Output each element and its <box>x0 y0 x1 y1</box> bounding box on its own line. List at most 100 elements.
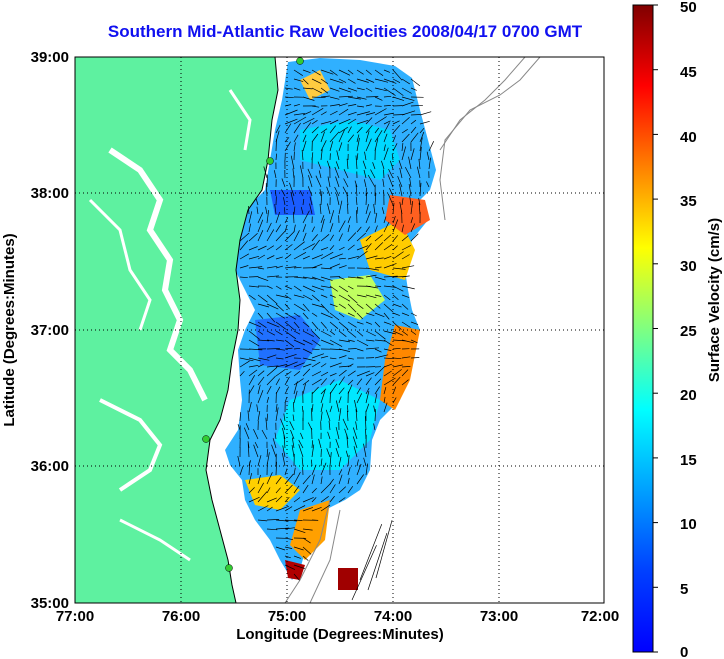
velocity-vector <box>257 230 264 242</box>
velocity-vector <box>248 364 259 368</box>
velocity-vector <box>257 376 265 386</box>
velocity-vector <box>374 393 378 404</box>
velocity-vector <box>311 386 319 395</box>
velocity-vector <box>329 312 340 321</box>
velocity-vector <box>311 87 323 94</box>
velocity-vector <box>283 197 286 206</box>
velocity-vector <box>302 224 307 233</box>
velocity-vector <box>365 211 371 224</box>
velocity-vector <box>284 312 297 320</box>
velocity-vector <box>352 436 358 449</box>
velocity-vector <box>311 294 320 302</box>
velocity-vector <box>311 312 318 317</box>
velocity-vector <box>383 133 388 143</box>
velocity-vector <box>302 339 313 345</box>
velocity-vector <box>284 506 293 512</box>
velocity-vector <box>355 155 358 170</box>
velocity-vector <box>266 385 272 395</box>
colorbar-tick-label: 45 <box>680 64 697 81</box>
velocity-vector <box>410 223 416 233</box>
velocity-vector <box>365 124 373 134</box>
velocity-vector <box>329 119 339 125</box>
velocity-vector <box>419 111 432 116</box>
colorbar-tick-label: 30 <box>680 258 697 275</box>
velocity-vector <box>356 134 360 143</box>
velocity-vector <box>374 321 381 328</box>
velocity-vector <box>320 215 325 224</box>
velocity-vector <box>338 78 347 83</box>
velocity-vector <box>317 161 322 170</box>
velocity-vector <box>392 294 399 301</box>
velocity-vector <box>336 150 340 161</box>
velocity-vector <box>311 440 314 449</box>
velocity-vector <box>284 527 295 530</box>
velocity-vector <box>338 220 346 233</box>
velocity-vector <box>392 96 405 101</box>
velocity-vector <box>346 405 349 413</box>
velocity-vector <box>388 168 394 179</box>
velocity-vector <box>383 69 391 73</box>
velocity-vector <box>239 370 245 377</box>
velocity-vector <box>374 234 383 242</box>
velocity-vector <box>363 457 367 467</box>
velocity-vector <box>266 222 272 233</box>
velocity-vector <box>302 321 310 328</box>
velocity-vector <box>401 265 415 269</box>
velocity-vector <box>284 285 293 290</box>
velocity-vector <box>311 339 321 347</box>
velocity-vector <box>383 263 397 269</box>
velocity-vector <box>311 126 319 134</box>
velocity-vector <box>419 182 422 197</box>
velocity-vector <box>293 497 301 503</box>
velocity-vector <box>404 166 412 179</box>
velocity-vector <box>338 87 352 93</box>
velocity-vector <box>346 410 349 422</box>
velocity-vector <box>338 312 345 318</box>
velocity-vector <box>347 78 356 84</box>
velocity-vector <box>410 357 420 359</box>
velocity-vector <box>289 182 295 197</box>
velocity-vector <box>329 285 338 292</box>
velocity-vector <box>374 294 382 297</box>
velocity-vector <box>284 330 297 340</box>
velocity-vector <box>257 363 264 368</box>
velocity-vector <box>356 387 362 395</box>
velocity-vector <box>302 528 313 531</box>
velocity-vector <box>311 120 318 125</box>
velocity-vector <box>311 234 318 242</box>
velocity-vector <box>356 111 370 116</box>
velocity-vector <box>275 245 283 251</box>
velocity-vector <box>311 96 326 99</box>
velocity-vector <box>275 285 282 290</box>
velocity-vector <box>365 330 377 337</box>
velocity-vector <box>356 119 369 125</box>
velocity-vector <box>355 421 358 431</box>
velocity-vector <box>298 444 304 458</box>
velocity-vector <box>293 555 301 559</box>
velocity-vector <box>346 158 349 170</box>
velocity-vector <box>356 339 369 347</box>
velocity-vector <box>293 303 306 312</box>
velocity-vector <box>266 519 280 521</box>
velocity-vector <box>338 456 342 467</box>
velocity-vector <box>365 130 370 143</box>
velocity-vector <box>320 378 328 386</box>
velocity-vector <box>256 404 259 413</box>
velocity-vector <box>284 96 294 99</box>
velocity-vector <box>266 330 276 336</box>
velocity-vector <box>248 401 252 413</box>
velocity-vector <box>355 408 358 422</box>
velocity-vectors <box>237 69 435 601</box>
velocity-vector <box>293 78 304 82</box>
velocity-vector <box>347 370 356 377</box>
velocity-vector <box>257 491 268 503</box>
velocity-vector <box>365 267 379 271</box>
velocity-vector <box>302 348 313 354</box>
velocity-vector <box>293 266 302 269</box>
velocity-vector <box>326 448 331 458</box>
velocity-vector <box>335 427 340 440</box>
velocity-vector <box>311 254 324 260</box>
velocity-vector <box>365 390 370 404</box>
velocity-vector <box>365 187 367 197</box>
velocity-vector <box>266 285 273 289</box>
